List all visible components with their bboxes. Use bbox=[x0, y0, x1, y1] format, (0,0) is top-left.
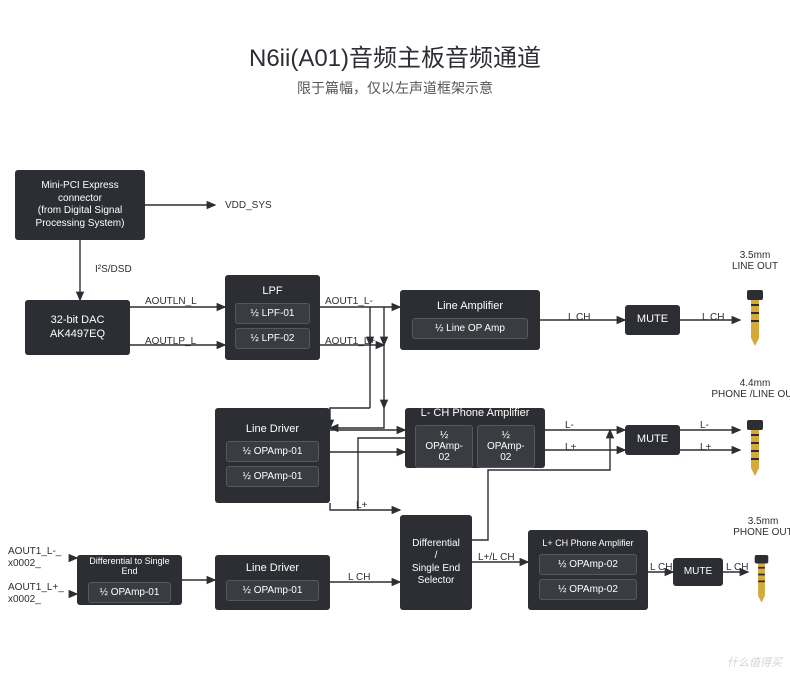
block-mute3: MUTE bbox=[673, 558, 723, 586]
wire-10 bbox=[330, 408, 384, 428]
wire-8 bbox=[370, 345, 384, 408]
block-pci: Mini-PCI Expressconnector(from Digital S… bbox=[15, 170, 145, 240]
diagram-title: N6ii(A01)音频主板音频通道 bbox=[0, 38, 790, 73]
block-diffse: Differential to Single End½ OPAmp-01 bbox=[77, 555, 182, 605]
jack-1-label: 4.4mmPHONE /LINE OUT bbox=[705, 378, 790, 400]
jack-0-icon bbox=[745, 290, 765, 350]
block-ldrv2: Line Driver½ OPAmp-01 bbox=[215, 555, 330, 610]
block-lchpa: L- CH Phone Amplifier½ OPAmp-02½ OPAmp-0… bbox=[405, 408, 545, 468]
edge-label-7: L CH bbox=[702, 312, 724, 323]
block-diffsel: Differential/Single EndSelector bbox=[400, 515, 472, 610]
edge-label-15: L CH bbox=[650, 562, 672, 573]
edge-label-0: VDD_SYS bbox=[225, 200, 272, 211]
edge-label-18: AOUT1_L+_ x0002_ bbox=[8, 582, 76, 606]
watermark: 什么值得买 bbox=[727, 654, 782, 670]
block-mute1: MUTE bbox=[625, 305, 680, 335]
block-lpf: LPF½ LPF-01½ LPF-02 bbox=[225, 275, 320, 360]
jack-0-label: 3.5mmLINE OUT bbox=[705, 250, 790, 272]
edge-label-12: L+ bbox=[356, 500, 367, 511]
edge-label-3: AOUTLP_L bbox=[145, 336, 196, 347]
edge-label-10: L- bbox=[700, 420, 709, 431]
block-lpchpa: L+ CH Phone Amplifier½ OPAmp-02½ OPAmp-0… bbox=[528, 530, 648, 610]
edge-label-6: L CH bbox=[568, 312, 590, 323]
block-mute2: MUTE bbox=[625, 425, 680, 455]
edge-label-17: AOUT1_L-_ x0002_ bbox=[8, 546, 76, 570]
edge-label-5: AOUT1_L+ bbox=[325, 336, 375, 347]
jack-2-icon bbox=[753, 555, 770, 606]
jack-1-icon bbox=[745, 420, 765, 480]
jack-2-label: 3.5mmPHONE OUT bbox=[713, 516, 790, 538]
edge-label-2: AOUTLN_L bbox=[145, 296, 197, 307]
edge-label-16: L CH bbox=[726, 562, 748, 573]
wire-15 bbox=[330, 438, 405, 510]
edge-label-9: L+ bbox=[565, 442, 576, 453]
wire-9 bbox=[330, 408, 370, 428]
edge-label-13: L CH bbox=[348, 572, 370, 583]
block-lamp: Line Amplifier½ Line OP Amp bbox=[400, 290, 540, 350]
block-dac: 32-bit DACAK4497EQ bbox=[25, 300, 130, 355]
edge-label-1: I²S/DSD bbox=[95, 264, 132, 275]
edge-label-14: L+/L CH bbox=[478, 552, 515, 563]
edge-label-11: L+ bbox=[700, 442, 711, 453]
edge-label-4: AOUT1_L- bbox=[325, 296, 373, 307]
block-ldrv1: Line Driver½ OPAmp-01½ OPAmp-01 bbox=[215, 408, 330, 503]
edge-label-8: L- bbox=[565, 420, 574, 431]
diagram-subtitle: 限于篇幅，仅以左声道框架示意 bbox=[0, 78, 790, 98]
